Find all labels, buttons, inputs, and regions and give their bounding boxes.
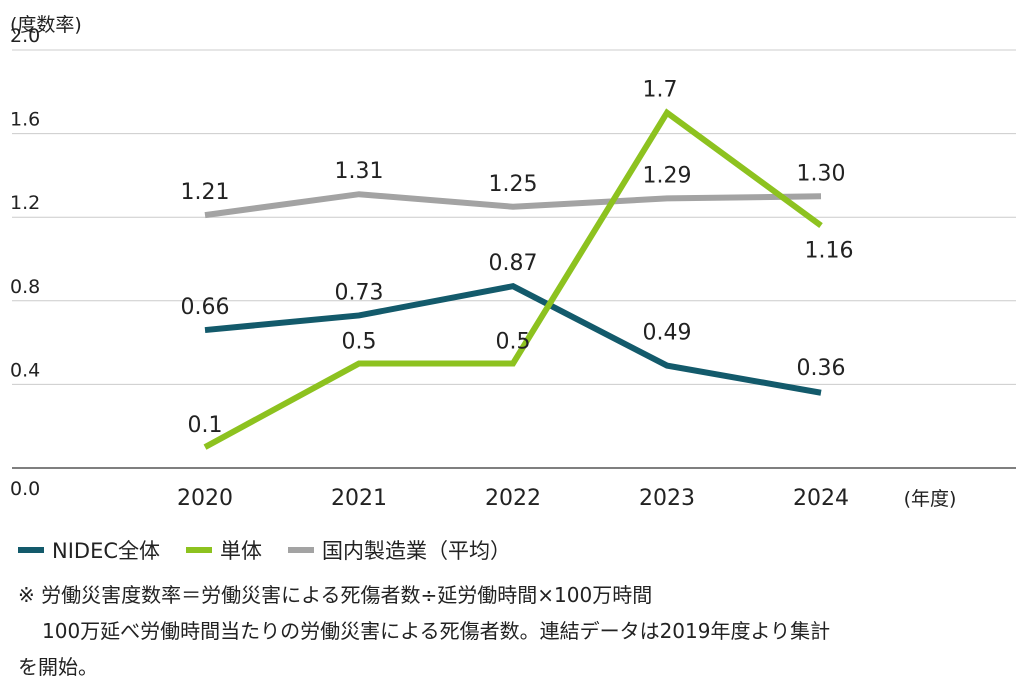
chart-legend: NIDEC全体 単体 国内製造業（平均）: [18, 535, 537, 565]
x-tick-label: 2022: [485, 486, 541, 511]
data-label: 0.49: [643, 321, 692, 346]
data-label: 0.5: [342, 330, 377, 355]
legend-item-standalone: 単体: [186, 535, 262, 565]
data-label: 0.73: [335, 280, 384, 305]
data-label: 1.31: [335, 159, 384, 184]
y-tick-label: 0.8: [10, 276, 40, 298]
x-tick-label: 2023: [639, 486, 695, 511]
footnote: ※ 労働災害度数率＝労働災害による死傷者数÷延労働時間×100万時間 100万延…: [18, 577, 1023, 685]
data-label: 0.5: [496, 330, 531, 355]
series-line: [204, 191, 822, 219]
y-tick-label: 0.4: [10, 359, 40, 381]
footnote-line-2: 100万延べ労働時間当たりの労働災害による死傷者数。連結データは2019年度より…: [42, 619, 831, 643]
data-label: 1.30: [797, 161, 846, 186]
legend-label-domestic: 国内製造業（平均）: [322, 539, 512, 563]
legend-label-standalone: 単体: [220, 539, 263, 563]
legend-label-nidec: NIDEC全体: [52, 539, 161, 563]
legend-item-domestic: 国内製造業（平均）: [288, 535, 511, 565]
y-tick-label: 1.6: [10, 109, 40, 131]
data-label: 1.7: [643, 78, 678, 103]
data-label: 1.16: [805, 239, 854, 264]
data-label: 1.21: [181, 180, 230, 205]
data-label: 0.1: [188, 413, 223, 438]
series-line: [204, 283, 822, 396]
series-line: [203, 108, 823, 450]
legend-swatch-domestic: [288, 547, 315, 553]
data-label: 1.25: [489, 172, 538, 197]
data-label: 0.87: [489, 251, 538, 276]
x-tick-label: 2021: [331, 486, 387, 511]
x-tick-label: 2024: [793, 486, 849, 511]
data-label: 1.29: [643, 163, 692, 188]
x-axis-unit: (年度): [904, 488, 957, 510]
x-tick-label: 2020: [177, 486, 233, 511]
footnote-line-1: ※ 労働災害度数率＝労働災害による死傷者数÷延労働時間×100万時間: [18, 583, 653, 607]
footnote-line-3: を開始。: [18, 655, 98, 679]
legend-item-nidec: NIDEC全体: [18, 535, 160, 565]
y-tick-label: 1.2: [10, 192, 40, 214]
legend-swatch-standalone: [186, 547, 213, 553]
y-axis-unit: (度数率): [10, 14, 82, 36]
data-label: 0.66: [181, 295, 230, 320]
y-tick-label: 0.0: [10, 478, 40, 500]
line-chart: 0.0 0.4 0.8 1.2 1.6 2.0(度数率) (年度) 2020 2021 2022 2…: [10, 14, 1016, 511]
data-label: 0.36: [797, 356, 846, 381]
y-tick-label: 2.0: [10, 25, 40, 47]
legend-swatch-nidec: [18, 547, 44, 553]
